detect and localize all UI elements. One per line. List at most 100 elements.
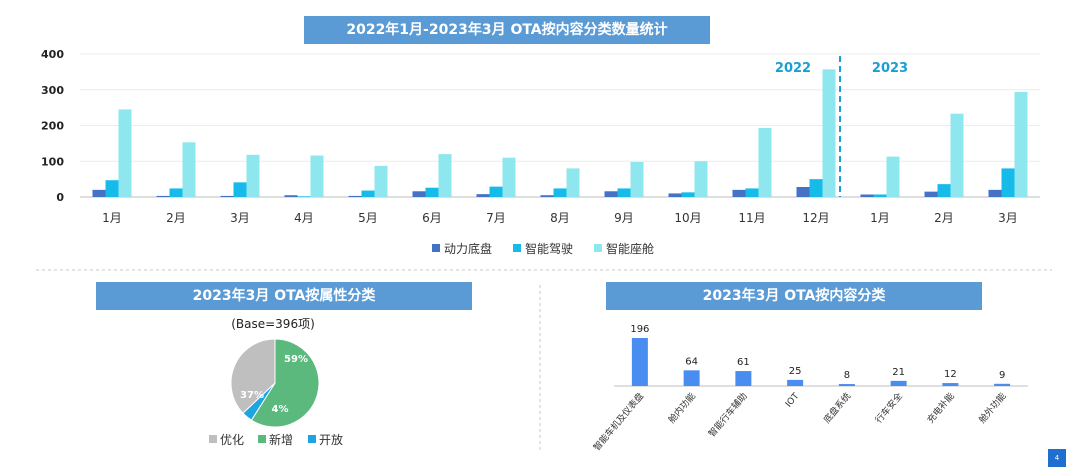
- y-tick-label: 100: [41, 155, 64, 168]
- top-bar-chart: 0 100 200 300 400 1月 2月 3月 4月 5月 6月 7月 8月 9月 10月 11月 12月…: [41, 48, 1040, 256]
- x-tick-label: 9月: [614, 211, 634, 225]
- bar-动力底盘: [348, 195, 362, 197]
- content-category-label: 充电补能: [924, 390, 956, 425]
- bar-智能座舱: [758, 128, 772, 197]
- x-tick-label: 12月: [802, 211, 829, 225]
- content-bar: [890, 380, 907, 386]
- pie-subtitle: (Base=396项): [231, 317, 315, 331]
- bar-智能座舱: [118, 109, 132, 197]
- x-tick-label: 2月: [166, 211, 186, 225]
- bar-智能座舱: [502, 157, 516, 197]
- pie-slice-label: 37%: [240, 390, 264, 401]
- x-tick-label: 1月: [870, 211, 890, 225]
- content-bar: [994, 383, 1011, 386]
- bar-动力底盘: [988, 189, 1002, 197]
- content-category-label: 智能行车辅助: [706, 390, 750, 439]
- x-tick-label: 3月: [998, 211, 1018, 225]
- content-bar-value: 61: [737, 357, 750, 368]
- pie-slice-新增: [250, 338, 320, 428]
- x-tick-label: 1月: [102, 211, 122, 225]
- bar-动力底盘: [156, 195, 170, 197]
- legend-label: 智能驾驶: [525, 241, 573, 256]
- bar-智能座舱: [438, 154, 452, 197]
- year-label-2022: 2022: [775, 61, 811, 76]
- bar-动力底盘: [412, 191, 426, 197]
- bar-动力底盘: [924, 191, 938, 197]
- content-bar: [735, 371, 752, 386]
- content-bar-value: 12: [944, 369, 957, 380]
- bar-动力底盘: [860, 194, 874, 197]
- y-tick-label: 0: [56, 191, 64, 204]
- content-category-label: 舱外功能: [976, 390, 1008, 425]
- pie-slice-label: 4%: [272, 404, 289, 415]
- legend-swatch: [594, 244, 602, 252]
- content-bar-value: 196: [630, 324, 649, 335]
- legend-swatch: [432, 244, 440, 252]
- content-bar: [838, 384, 855, 386]
- pie-slice-优化: [230, 338, 276, 414]
- bar-智能驾驶: [361, 190, 375, 197]
- content-bar: [631, 338, 648, 386]
- pie-slice-label: 59%: [284, 354, 308, 365]
- bar-动力底盘: [284, 195, 298, 197]
- x-tick-label: 6月: [422, 211, 442, 225]
- content-bar-chart: 196 智能车机及仪表盘 64 舱内功能 61 智能行车辅助 25 IOT 8 底盘系统 21 行车安…: [591, 324, 1028, 453]
- y-tick-label: 300: [41, 84, 64, 97]
- x-tick-label: 10月: [674, 211, 701, 225]
- bar-智能座舱: [886, 156, 900, 197]
- bar-智能座舱: [630, 161, 644, 197]
- bar-动力底盘: [92, 189, 106, 197]
- bar-动力底盘: [732, 189, 746, 197]
- bar-动力底盘: [604, 191, 618, 197]
- bar-智能驾驶: [105, 180, 119, 197]
- bar-智能驾驶: [745, 188, 759, 197]
- bar-智能座舱: [310, 155, 324, 197]
- bar-智能驾驶: [1001, 168, 1015, 197]
- x-tick-label: 7月: [486, 211, 506, 225]
- pie-legend-label: 开放: [319, 432, 343, 447]
- bar-智能座舱: [374, 165, 388, 197]
- bar-智能座舱: [950, 113, 964, 197]
- pie-legend-label: 优化: [220, 433, 244, 447]
- top-chart-title: 2022年1月-2023年3月 OTA按内容分类数量统计: [304, 16, 710, 44]
- bar-智能驾驶: [169, 188, 183, 197]
- content-category-label: IOT: [784, 391, 802, 409]
- attribute-pie-chart: (Base=396项) 37% 59% 4% 优化 新增 开放: [209, 317, 343, 447]
- bar-智能驾驶: [873, 194, 887, 197]
- legend-swatch: [513, 244, 521, 252]
- bar-智能驾驶: [681, 192, 695, 197]
- content-bar-value: 21: [892, 367, 905, 378]
- content-chart-title: 2023年3月 OTA按内容分类: [606, 282, 982, 310]
- content-bar-value: 64: [685, 356, 698, 367]
- x-tick-label: 4月: [294, 211, 314, 225]
- bar-智能座舱: [246, 154, 260, 197]
- y-tick-label: 200: [41, 120, 64, 133]
- pie-legend-label: 新增: [269, 432, 293, 447]
- pie-legend-swatch: [209, 435, 217, 443]
- bar-智能驾驶: [233, 182, 247, 197]
- content-category-label: 行车安全: [873, 390, 905, 425]
- content-bar-value: 25: [789, 366, 802, 377]
- bar-动力底盘: [476, 194, 490, 197]
- x-tick-label: 2月: [934, 211, 954, 225]
- bar-智能驾驶: [809, 179, 823, 197]
- x-tick-label: 3月: [230, 211, 250, 225]
- bar-动力底盘: [796, 186, 810, 197]
- legend-label: 智能座舱: [606, 241, 654, 256]
- bar-智能座舱: [1014, 91, 1028, 197]
- x-tick-label: 11月: [738, 211, 765, 225]
- bar-智能驾驶: [489, 186, 503, 197]
- pie-legend-swatch: [308, 435, 316, 443]
- pie-chart-title: 2023年3月 OTA按属性分类: [96, 282, 472, 310]
- content-category-label: 智能车机及仪表盘: [591, 390, 646, 453]
- content-category-label: 舱内功能: [666, 390, 698, 425]
- content-bar: [787, 379, 804, 386]
- y-tick-label: 400: [41, 48, 64, 61]
- year-label-2023: 2023: [872, 61, 908, 76]
- bar-智能座舱: [822, 69, 836, 197]
- page-number: 4: [1048, 449, 1066, 467]
- content-category-label: 底盘系统: [821, 390, 853, 425]
- x-tick-label: 8月: [550, 211, 570, 225]
- content-bar-value: 8: [844, 370, 850, 381]
